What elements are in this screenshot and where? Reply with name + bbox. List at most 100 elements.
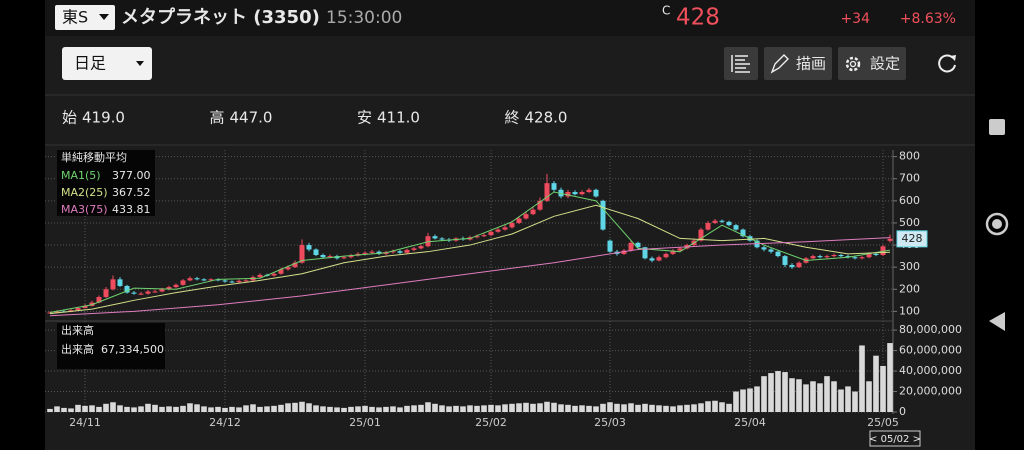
volume-bar bbox=[481, 405, 487, 412]
candle-body bbox=[138, 293, 144, 295]
candle-body bbox=[880, 246, 886, 255]
volume-bar bbox=[61, 407, 67, 412]
volume-bar bbox=[523, 402, 529, 412]
volume-bar bbox=[803, 384, 809, 412]
candle-body bbox=[712, 220, 718, 223]
y-tick-label: 0 bbox=[899, 405, 906, 418]
y-tick-label: 700 bbox=[899, 172, 920, 185]
volume-bar bbox=[334, 407, 340, 412]
cursor-label: < 05/02 > bbox=[869, 434, 921, 445]
candle-body bbox=[719, 220, 725, 222]
market[interactable]: 東S bbox=[62, 8, 88, 27]
candle-body bbox=[593, 189, 599, 197]
volume-bar bbox=[537, 403, 543, 412]
period[interactable]: 日足 bbox=[74, 54, 106, 73]
volume-bar bbox=[600, 403, 606, 412]
volume-bar bbox=[474, 405, 480, 412]
volume-bar bbox=[831, 381, 837, 412]
volume-bar bbox=[411, 405, 417, 412]
nav-back[interactable] bbox=[989, 312, 1005, 331]
volume-bar bbox=[754, 386, 760, 412]
volume-bar bbox=[691, 404, 697, 412]
x-tick-label: 25/02 bbox=[475, 416, 507, 429]
candle-body bbox=[131, 292, 137, 294]
gear-icon bbox=[849, 60, 857, 68]
volume-bar bbox=[166, 406, 172, 412]
volume-bar bbox=[187, 403, 193, 412]
candle-body bbox=[579, 192, 585, 195]
time: 15:30:00 bbox=[326, 8, 402, 28]
nav-home[interactable] bbox=[985, 212, 1009, 236]
legend-name: MA2(25) bbox=[61, 186, 108, 199]
refresh-icon[interactable] bbox=[938, 54, 956, 73]
candle-body bbox=[222, 280, 228, 282]
volume-bar bbox=[250, 404, 256, 412]
y-tick-label: 800 bbox=[899, 150, 920, 163]
candle-body bbox=[369, 251, 375, 253]
settings-button[interactable] bbox=[838, 47, 906, 80]
candle-body bbox=[495, 229, 501, 232]
volume-bar bbox=[887, 343, 893, 412]
candle-body bbox=[642, 247, 648, 259]
candle-body bbox=[677, 248, 683, 251]
candle-body bbox=[845, 256, 851, 258]
volume-bar bbox=[418, 404, 424, 412]
candle-body bbox=[873, 253, 879, 255]
ohlc-value: 447.0 bbox=[230, 109, 273, 127]
y-tick-label: 80,000,000 bbox=[899, 323, 962, 336]
volume-bar bbox=[761, 376, 767, 412]
legend-name: MA3(75) bbox=[61, 203, 108, 216]
candle-body bbox=[628, 242, 634, 251]
candle-body bbox=[796, 262, 802, 268]
volume-bar bbox=[502, 404, 508, 412]
volume-bar bbox=[222, 407, 228, 412]
settings-label[interactable]: 設定 bbox=[870, 55, 900, 73]
nav-recent[interactable] bbox=[989, 119, 1005, 135]
volume-bar bbox=[285, 403, 291, 412]
volume-bar bbox=[47, 408, 53, 412]
volume-bar bbox=[390, 406, 396, 412]
change-pct: +8.63% bbox=[900, 11, 956, 27]
candle-body bbox=[96, 297, 102, 303]
candle-body bbox=[432, 236, 438, 239]
candle-body bbox=[278, 269, 284, 274]
volume-bar bbox=[509, 403, 515, 412]
volume-bar bbox=[705, 401, 711, 412]
pencil-icon bbox=[770, 54, 789, 74]
price: 428 bbox=[676, 5, 720, 31]
volume-bar bbox=[89, 405, 95, 412]
candle-body bbox=[663, 253, 669, 258]
draw-button[interactable] bbox=[764, 47, 832, 80]
candle-body bbox=[817, 256, 823, 258]
volume-bar bbox=[355, 406, 361, 412]
volume-bar bbox=[376, 407, 382, 412]
legend-title: 単純移動平均 bbox=[61, 150, 127, 164]
volume-bar bbox=[866, 381, 872, 412]
candle-body bbox=[740, 229, 746, 237]
volume-bar bbox=[236, 407, 242, 412]
volume-bar bbox=[880, 365, 886, 412]
period-dropdown[interactable] bbox=[62, 47, 152, 80]
candle-body bbox=[173, 284, 179, 288]
candle-body bbox=[831, 255, 837, 257]
ma-line bbox=[49, 204, 891, 315]
draw-label[interactable]: 描画 bbox=[796, 55, 826, 73]
volume-bar bbox=[117, 405, 123, 412]
volume-bar bbox=[75, 404, 81, 412]
volume-bar bbox=[257, 406, 263, 412]
price-tag bbox=[896, 230, 928, 248]
volume-bar bbox=[397, 407, 403, 412]
volume-bar bbox=[719, 402, 725, 412]
candle-body bbox=[565, 192, 571, 197]
volume-bar bbox=[453, 405, 459, 412]
volume-bar bbox=[733, 391, 739, 412]
volume-bar bbox=[572, 405, 578, 412]
candle-body bbox=[376, 251, 382, 254]
market-dropdown[interactable] bbox=[55, 5, 115, 30]
legend-value: 377.00 bbox=[112, 169, 151, 182]
candle-body bbox=[54, 311, 60, 313]
candle-body bbox=[425, 236, 431, 247]
volume-bar bbox=[383, 406, 389, 412]
volume-bar bbox=[404, 405, 410, 412]
